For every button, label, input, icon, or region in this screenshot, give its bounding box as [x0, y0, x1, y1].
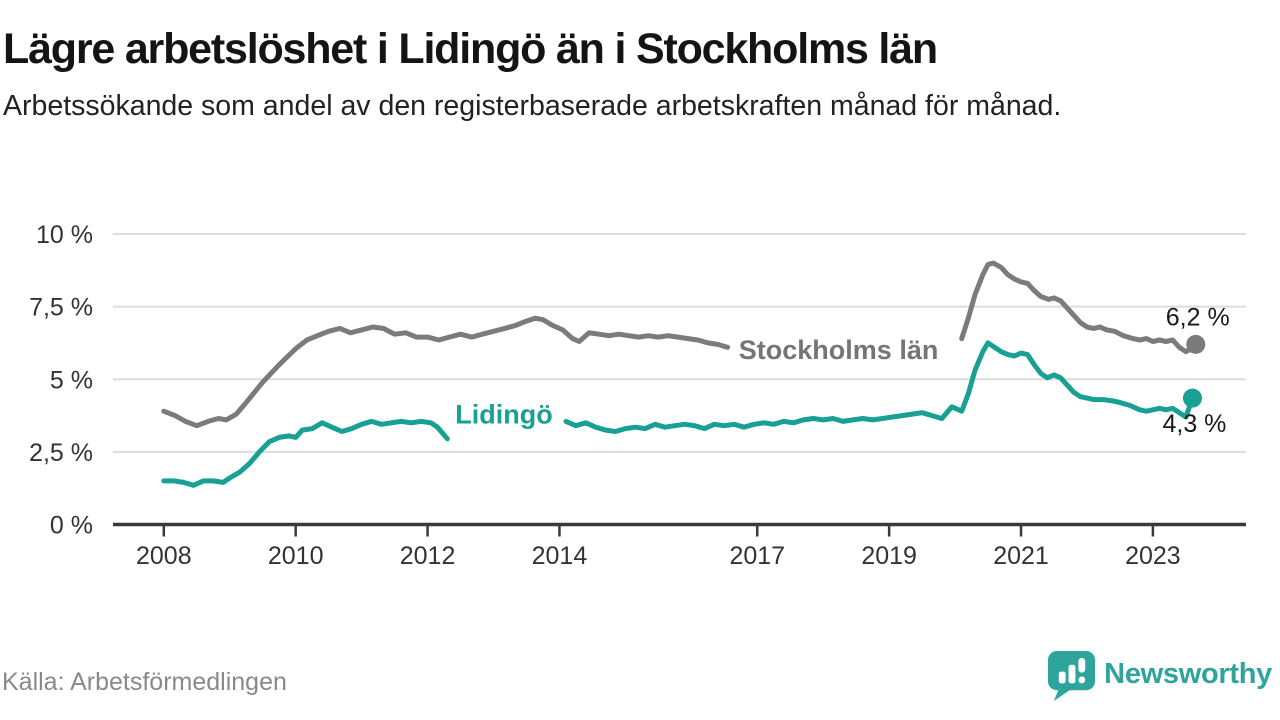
series-line-stockholms-l-n — [161, 315, 731, 429]
x-tick-label: 2008 — [136, 542, 192, 570]
y-tick-label: 10 % — [36, 221, 93, 249]
series-label-stockholms-l-n: Stockholms län — [739, 335, 939, 365]
series-line-liding- — [563, 340, 1195, 434]
y-tick-label: 2,5 % — [29, 439, 93, 467]
x-tick-label: 2021 — [993, 542, 1049, 570]
chart-subtitle: Arbetssökande som andel av den registerb… — [3, 90, 1062, 123]
series-end-dot-stockholms-l-n — [1186, 334, 1206, 354]
x-tick-label: 2017 — [729, 542, 785, 570]
y-tick-label: 5 % — [50, 366, 93, 394]
x-tick-label: 2019 — [861, 542, 917, 570]
end-value-label-stockholms-l-n: 6,2 % — [1166, 303, 1230, 331]
y-tick-label: 0 % — [50, 512, 93, 540]
series-label-liding-: Lidingö — [455, 400, 552, 430]
x-tick-label: 2012 — [400, 542, 456, 570]
x-tick-label: 2010 — [268, 542, 324, 570]
series-line-liding- — [161, 418, 450, 488]
series-line-stockholms-l-n — [959, 260, 1199, 355]
series-end-dot-liding- — [1182, 388, 1202, 408]
chart-title: Lägre arbetslöshet i Lidingö än i Stockh… — [3, 25, 938, 73]
end-value-label-liding-: 4,3 % — [1162, 410, 1226, 438]
x-tick-label: 2023 — [1125, 542, 1181, 570]
chart-header: Lägre arbetslöshet i Lidingö än i Stockh… — [3, 0, 1263, 126]
y-tick-label: 7,5 % — [29, 294, 93, 322]
x-tick-label: 2014 — [532, 542, 588, 570]
